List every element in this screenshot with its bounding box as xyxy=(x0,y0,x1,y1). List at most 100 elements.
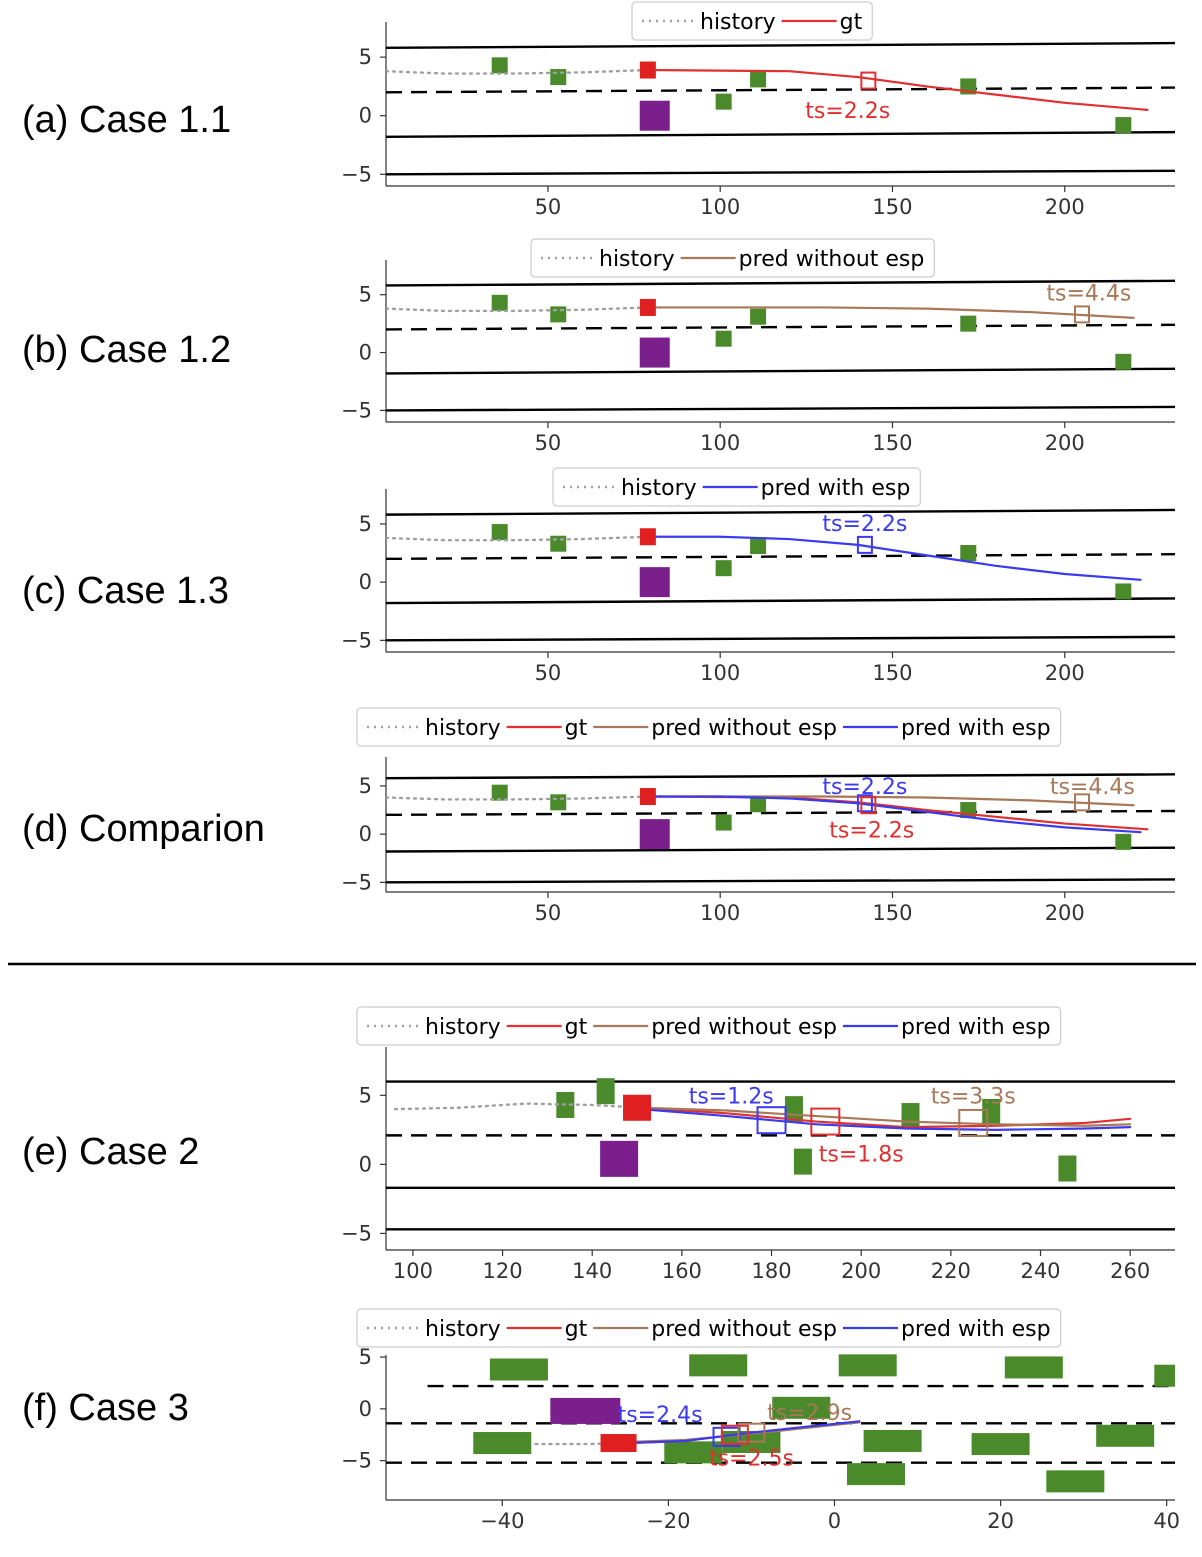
neighbor-vehicle xyxy=(838,1354,897,1377)
x-tick-label: 200 xyxy=(1045,431,1085,455)
x-tick-label: 160 xyxy=(662,1259,702,1283)
timestamp-label: ts=3.3s xyxy=(931,1084,1016,1109)
timestamp-marker xyxy=(756,1106,787,1135)
timestamp-marker xyxy=(737,1422,766,1443)
plot-area xyxy=(386,1354,1175,1493)
panel-case-1-2: (b) Case 1.2 −5 0 5 50 100 150 200 ts=4.4s histo… xyxy=(22,238,1175,455)
lane-divider-dashed xyxy=(386,553,1175,561)
neighbor-vehicle xyxy=(793,1148,812,1175)
lane-boundary xyxy=(386,508,1175,516)
lane-boundary xyxy=(386,279,1175,287)
x-tick-label: 120 xyxy=(483,1259,523,1283)
ego-vehicle xyxy=(600,1434,637,1453)
legend-label: pred with esp xyxy=(901,1317,1051,1342)
target-vehicle xyxy=(639,819,670,850)
x-tick-label: 100 xyxy=(700,901,740,925)
timestamp-marker xyxy=(1073,793,1090,812)
legend-label: gt xyxy=(565,716,588,741)
lane-boundary xyxy=(386,878,1175,884)
timestamp-marker xyxy=(720,1424,749,1445)
trajectory-gt xyxy=(640,1106,1132,1129)
neighbor-vehicle xyxy=(750,538,767,555)
y-tick-label: 0 xyxy=(359,570,372,594)
trajectory-history xyxy=(393,1102,643,1111)
panel-comparison: (d) Comparion −5 0 5 50 100 150 200 ts=2.2s ts=2… xyxy=(22,707,1175,925)
x-tick-label: 0 xyxy=(828,1509,841,1533)
timestamp-label: ts=2.2s xyxy=(822,775,907,800)
x-tick-label: 50 xyxy=(535,431,562,455)
legend: history gt pred without esp pred with esp xyxy=(356,1308,1062,1348)
neighbor-vehicle xyxy=(473,1432,532,1455)
timestamp-label: ts=4.4s xyxy=(1046,281,1131,306)
legend-frame xyxy=(356,1006,1062,1046)
panel-case-2: (e) Case 2 −5 0 5 100 120 140 160 180 200 220 240 2… xyxy=(22,1006,1175,1283)
timestamp-label: ts=2.2s xyxy=(822,512,907,537)
legend-label: history xyxy=(621,476,697,501)
neighbor-vehicle xyxy=(901,1103,920,1130)
y-tick-label: 0 xyxy=(359,341,372,365)
trajectory-history xyxy=(386,795,650,801)
legend: history gt pred without esp pred with esp xyxy=(356,707,1062,747)
legend-label: history xyxy=(599,247,675,272)
timestamp-label: ts=2.5s xyxy=(709,1447,794,1472)
trajectory-history xyxy=(386,535,650,542)
x-tick-label: 240 xyxy=(1020,1259,1060,1283)
y-tick-label: 0 xyxy=(359,822,372,846)
x-tick-label: 100 xyxy=(700,661,740,685)
trajectory-pred-with-esp xyxy=(646,795,1142,834)
lane-boundary xyxy=(386,597,1175,605)
legend: history gt xyxy=(631,1,873,41)
target-vehicle xyxy=(550,1397,621,1424)
neighbor-vehicle xyxy=(491,57,508,74)
neighbor-vehicle xyxy=(489,1358,548,1381)
neighbor-vehicle xyxy=(1004,1356,1063,1379)
lane-boundary xyxy=(386,41,1175,49)
x-tick-label: 150 xyxy=(872,901,912,925)
x-tick-label: −20 xyxy=(646,1509,690,1533)
timestamp-marker xyxy=(810,1107,841,1136)
neighbor-vehicle xyxy=(1115,833,1132,850)
x-tick-label: 150 xyxy=(872,661,912,685)
case-label: (a) Case 1.1 xyxy=(22,99,231,141)
y-tick-label: −5 xyxy=(341,870,372,894)
lane-boundary xyxy=(386,846,1175,853)
y-tick-label: 5 xyxy=(359,283,372,307)
x-tick-label: 200 xyxy=(1045,661,1085,685)
legend-label: gt xyxy=(565,1015,588,1040)
lane-boundary xyxy=(386,367,1175,375)
timestamp-marker xyxy=(856,794,873,813)
legend-frame xyxy=(631,1,873,41)
timestamp-label: ts=1.8s xyxy=(819,1142,904,1167)
y-tick-label: 0 xyxy=(359,1152,372,1176)
x-tick-label: 50 xyxy=(535,901,562,925)
y-tick-label: −5 xyxy=(341,1221,372,1245)
neighbor-vehicle xyxy=(491,294,508,311)
neighbor-vehicle xyxy=(550,306,567,323)
lane-divider-dashed xyxy=(386,323,1175,331)
ego-vehicle xyxy=(623,1094,652,1121)
plot-area xyxy=(386,508,1175,642)
ego-vehicle xyxy=(639,61,656,79)
neighbor-vehicle xyxy=(847,1463,906,1486)
neighbor-vehicle xyxy=(664,1441,723,1464)
timestamp-label: ts=1.2s xyxy=(689,1084,774,1109)
x-tick-label: 20 xyxy=(987,1509,1014,1533)
case-label: (f) Case 3 xyxy=(22,1387,189,1429)
y-tick-label: 5 xyxy=(359,1083,372,1107)
case-label: (e) Case 2 xyxy=(22,1131,199,1173)
x-tick-label: 50 xyxy=(535,661,562,685)
timestamp-label: ts=4.4s xyxy=(1050,775,1135,800)
neighbor-vehicle xyxy=(960,545,977,562)
y-tick-label: 5 xyxy=(359,774,372,798)
trajectory-history xyxy=(386,306,650,313)
legend-label: pred with esp xyxy=(901,716,1051,741)
neighbor-vehicle xyxy=(491,784,508,801)
legend-label: pred with esp xyxy=(761,476,911,501)
neighbor-vehicle xyxy=(596,1078,615,1105)
timestamp-marker xyxy=(860,796,877,815)
legend-label: pred without esp xyxy=(651,716,837,741)
legend-label: pred without esp xyxy=(739,247,925,272)
x-tick-label: 140 xyxy=(572,1259,612,1283)
legend-label: history xyxy=(700,10,776,35)
